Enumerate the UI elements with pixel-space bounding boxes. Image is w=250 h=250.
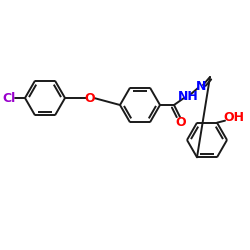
Text: O: O — [176, 116, 186, 128]
Text: O: O — [85, 92, 95, 104]
Text: Cl: Cl — [2, 92, 16, 104]
Text: NH: NH — [178, 90, 199, 102]
Text: N: N — [196, 80, 206, 92]
Text: OH: OH — [224, 111, 244, 124]
